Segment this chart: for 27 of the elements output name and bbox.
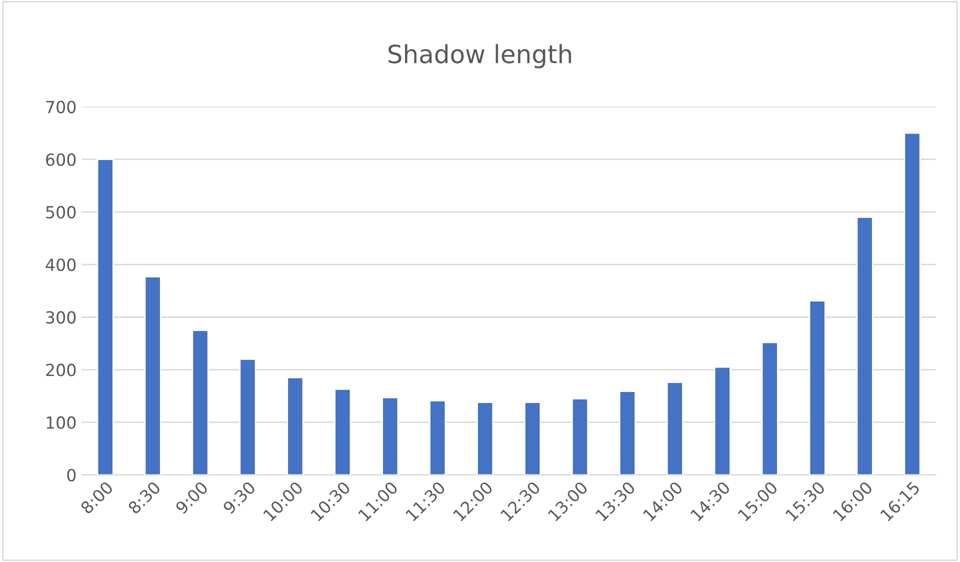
bar [382, 396, 399, 475]
y-tick-label: 200 [46, 364, 76, 376]
bar [96, 158, 114, 475]
y-tick-label: 600 [46, 153, 76, 166]
y-tick-label: 300 [46, 311, 76, 324]
bar [429, 400, 446, 475]
bar [334, 388, 352, 475]
bar [144, 276, 162, 475]
bar [239, 358, 256, 475]
bar [192, 330, 209, 475]
bar [524, 402, 542, 475]
y-tick-label: 0 [67, 468, 76, 482]
bar [476, 402, 494, 475]
bar [904, 132, 921, 475]
bar [714, 366, 731, 475]
bar [666, 382, 684, 475]
y-tick-label: 500 [46, 206, 76, 219]
bar [286, 376, 304, 475]
bar [571, 398, 589, 475]
chart-title: Shadow length [388, 44, 572, 68]
bar [761, 342, 778, 475]
y-tick-label: 700 [46, 100, 76, 114]
bar [618, 390, 636, 475]
y-tick-label: 400 [46, 258, 76, 272]
bar [856, 216, 874, 475]
bar [808, 300, 826, 475]
y-tick-label: 100 [46, 416, 76, 429]
